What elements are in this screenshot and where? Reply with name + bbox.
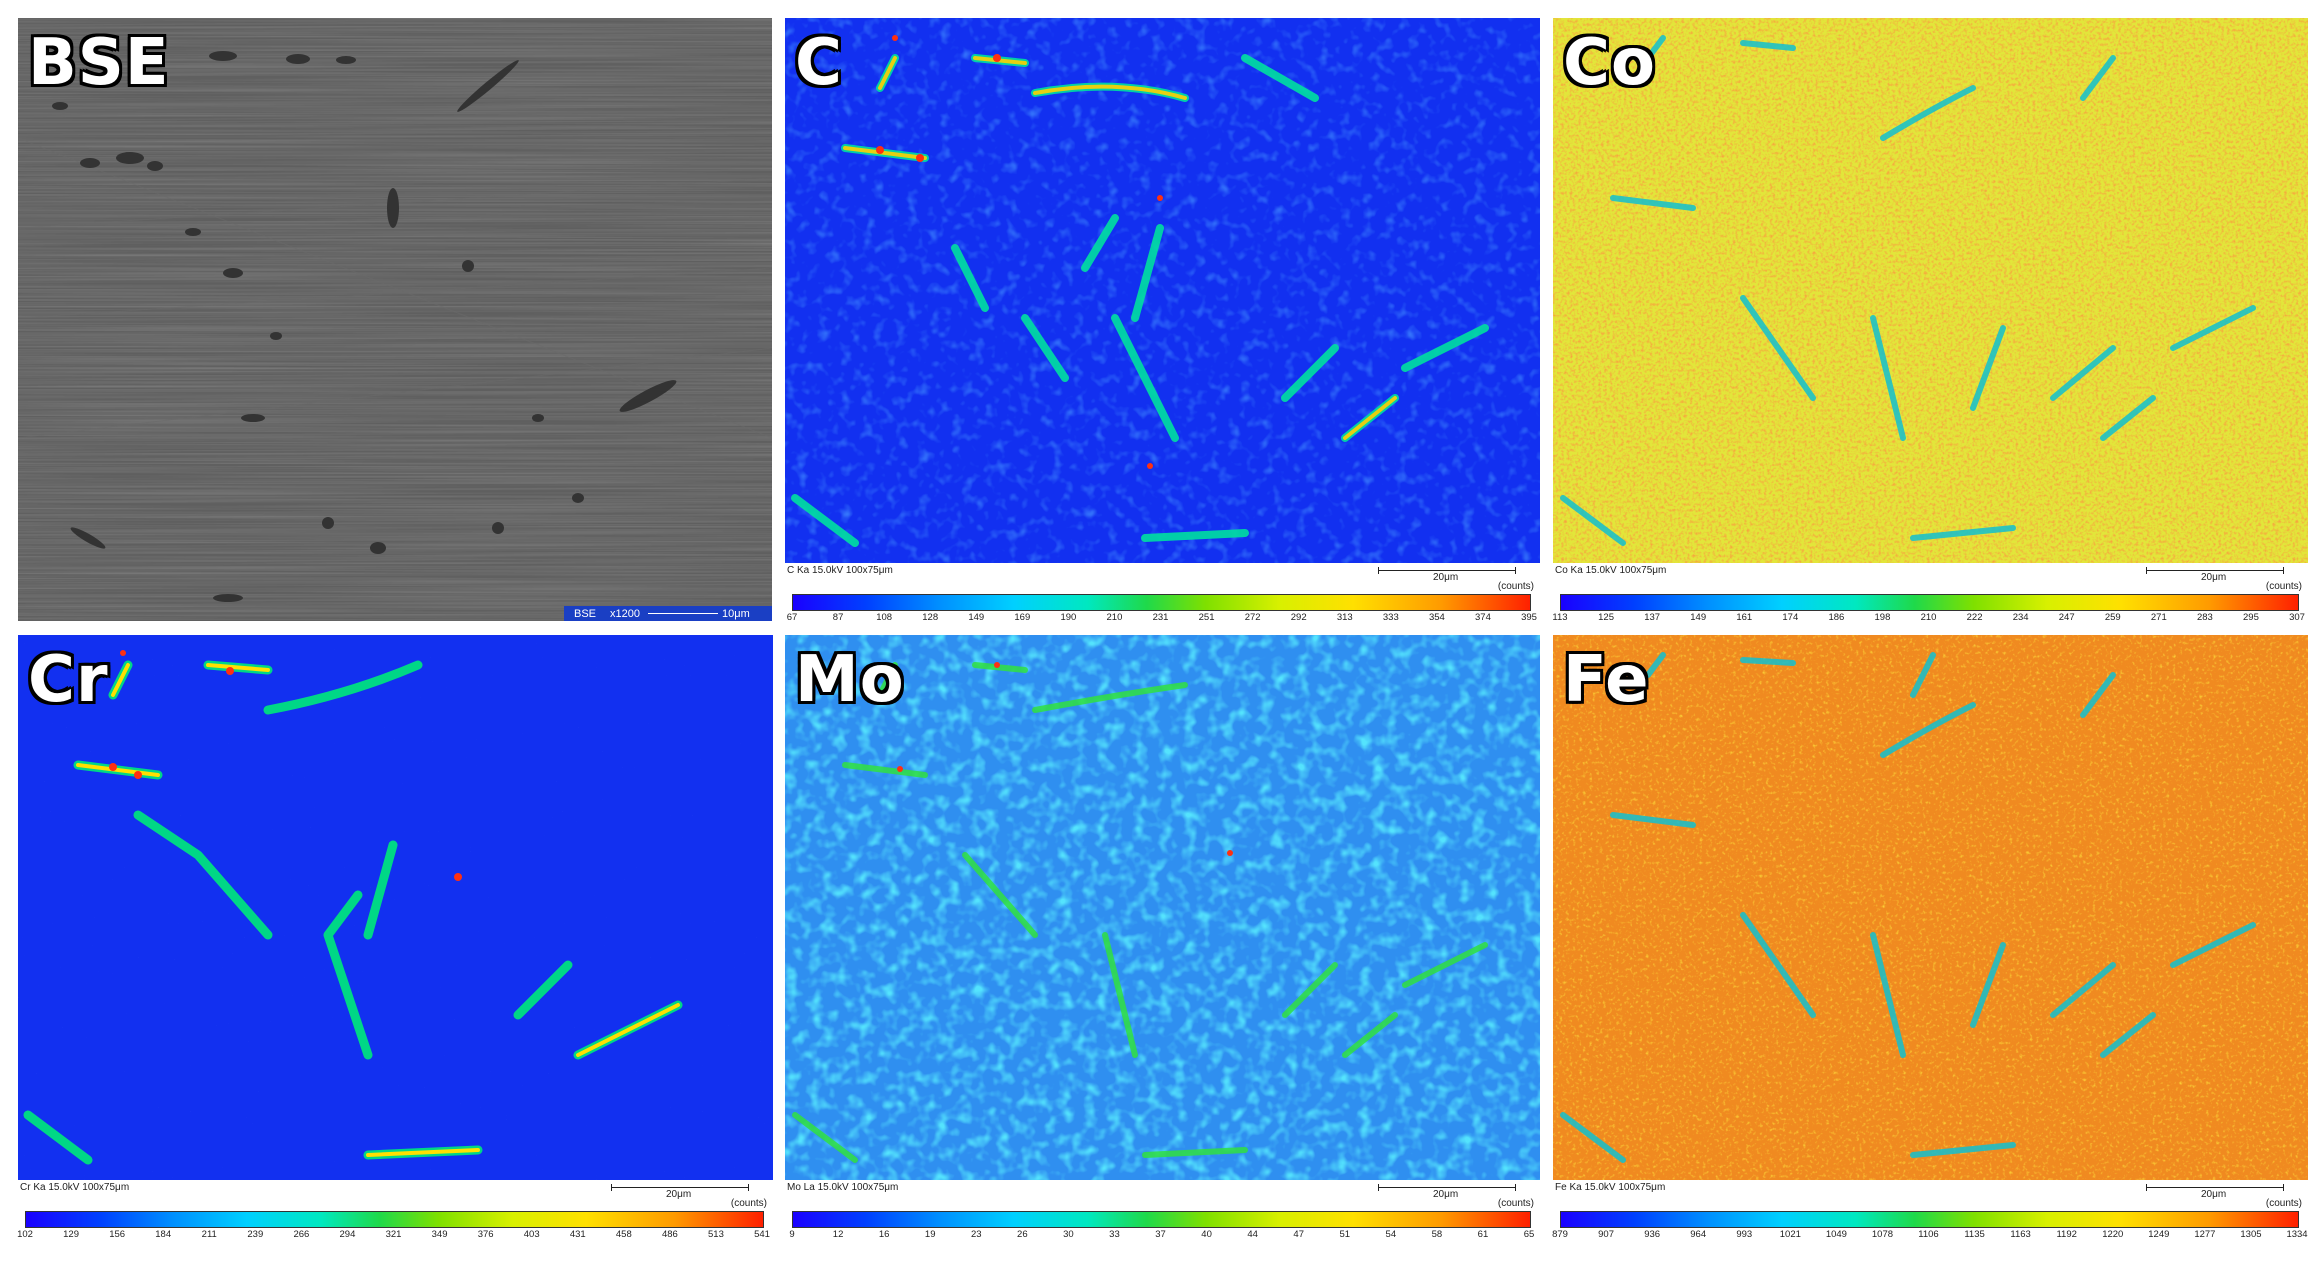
mo-hotspots xyxy=(897,662,1233,856)
co-colorbar-ticks: 113 125 137 149 161 174 186 198 210 222 234 247 259 2… xyxy=(1552,612,2305,623)
mo-meta: Mo La 15.0kV 100x75μm xyxy=(787,1182,899,1193)
fe-scalebar xyxy=(2146,1184,2284,1191)
mo-label: Mo xyxy=(795,643,905,717)
bse-panel: BSE BSE x1200 10μm xyxy=(18,18,772,621)
fe-label: Fe xyxy=(1563,643,1650,717)
c-colorbar-ticks: 67 87 108 128 149 169 190 210 231 251 272 292 313 333… xyxy=(786,612,1537,623)
mo-scalebar xyxy=(1378,1184,1516,1191)
fe-map xyxy=(1553,635,2308,1180)
bse-carbides xyxy=(52,51,677,602)
co-scale-label: 20μm xyxy=(2201,572,2227,583)
co-colorbar xyxy=(1560,594,2299,611)
cr-colorbar-ticks: 102 129 156 184 211 239 266 294 321 349 376 403 431 4… xyxy=(17,1229,770,1240)
fe-counts-label: (counts) xyxy=(2265,1198,2302,1209)
c-scale-label: 20μm xyxy=(1433,572,1459,583)
c-label: C xyxy=(795,26,843,100)
bse-mode: BSE xyxy=(574,607,597,620)
cr-colorbar xyxy=(25,1211,764,1228)
cr-scalebar xyxy=(611,1184,749,1191)
co-label: Co xyxy=(1563,26,1656,100)
fe-panel: Fe Fe Ka 15.0kV 100x75μm 20μm (counts) 8… xyxy=(1552,635,2308,1247)
cr-panel: Cr Cr Ka 15.0kV 100x75μm 20μm (counts) 1… xyxy=(17,635,773,1247)
c-map xyxy=(785,18,1540,563)
c-scalebar xyxy=(1378,567,1516,574)
co-panel: Co Co Ka 15.0kV 100x75μm 20μm (counts) 1… xyxy=(1552,18,2308,630)
co-grain-boundaries xyxy=(1560,35,2256,546)
c-colorbar xyxy=(792,594,1531,611)
fe-meta: Fe Ka 15.0kV 100x75μm xyxy=(1555,1182,1666,1193)
co-scalebar xyxy=(2146,567,2284,574)
fe-grain-boundaries xyxy=(1560,652,2256,1163)
mo-grain-boundaries xyxy=(792,662,1488,1163)
bse-image xyxy=(18,18,772,621)
fe-colorbar xyxy=(1560,1211,2299,1228)
mo-scale-label: 20μm xyxy=(1433,1189,1459,1200)
mo-colorbar xyxy=(792,1211,1531,1228)
co-counts-label: (counts) xyxy=(2265,581,2302,592)
bse-footer: BSE x1200 10μm xyxy=(564,606,772,621)
cr-map xyxy=(18,635,773,1180)
fe-scale-label: 20μm xyxy=(2201,1189,2227,1200)
mo-colorbar-ticks: 9 12 16 19 23 26 30 33 37 40 44 47 51 54 58 61 65 xyxy=(789,1229,1535,1240)
cr-meta: Cr Ka 15.0kV 100x75μm xyxy=(20,1182,130,1193)
bse-magnification: x1200 xyxy=(610,607,640,620)
bse-label: BSE xyxy=(28,26,170,100)
cr-counts-label: (counts) xyxy=(730,1198,767,1209)
mo-map xyxy=(785,635,1540,1180)
cr-label: Cr xyxy=(28,643,109,717)
fe-colorbar-ticks: 879 907 936 964 993 1021 1049 1078 1106 1135 1163 1… xyxy=(1552,1229,2308,1240)
c-panel: C C Ka 15.0kV 100x75μm 20μm (counts) 67 8… xyxy=(785,18,1540,630)
c-counts-label: (counts) xyxy=(1497,581,1534,592)
cr-hotspots xyxy=(109,650,462,881)
bse-scalebar xyxy=(648,613,718,614)
co-map xyxy=(1553,18,2308,563)
mo-panel: Mo Mo La 15.0kV 100x75μm 20μm (counts) 9… xyxy=(785,635,1540,1247)
c-hotspots xyxy=(876,35,1163,469)
co-meta: Co Ka 15.0kV 100x75μm xyxy=(1555,565,1667,576)
mo-counts-label: (counts) xyxy=(1497,1198,1534,1209)
bse-scale-label: 10μm xyxy=(722,607,750,620)
c-meta: C Ka 15.0kV 100x75μm xyxy=(787,565,893,576)
cr-grain-boundaries xyxy=(23,660,683,1165)
cr-scale-label: 20μm xyxy=(666,1189,692,1200)
